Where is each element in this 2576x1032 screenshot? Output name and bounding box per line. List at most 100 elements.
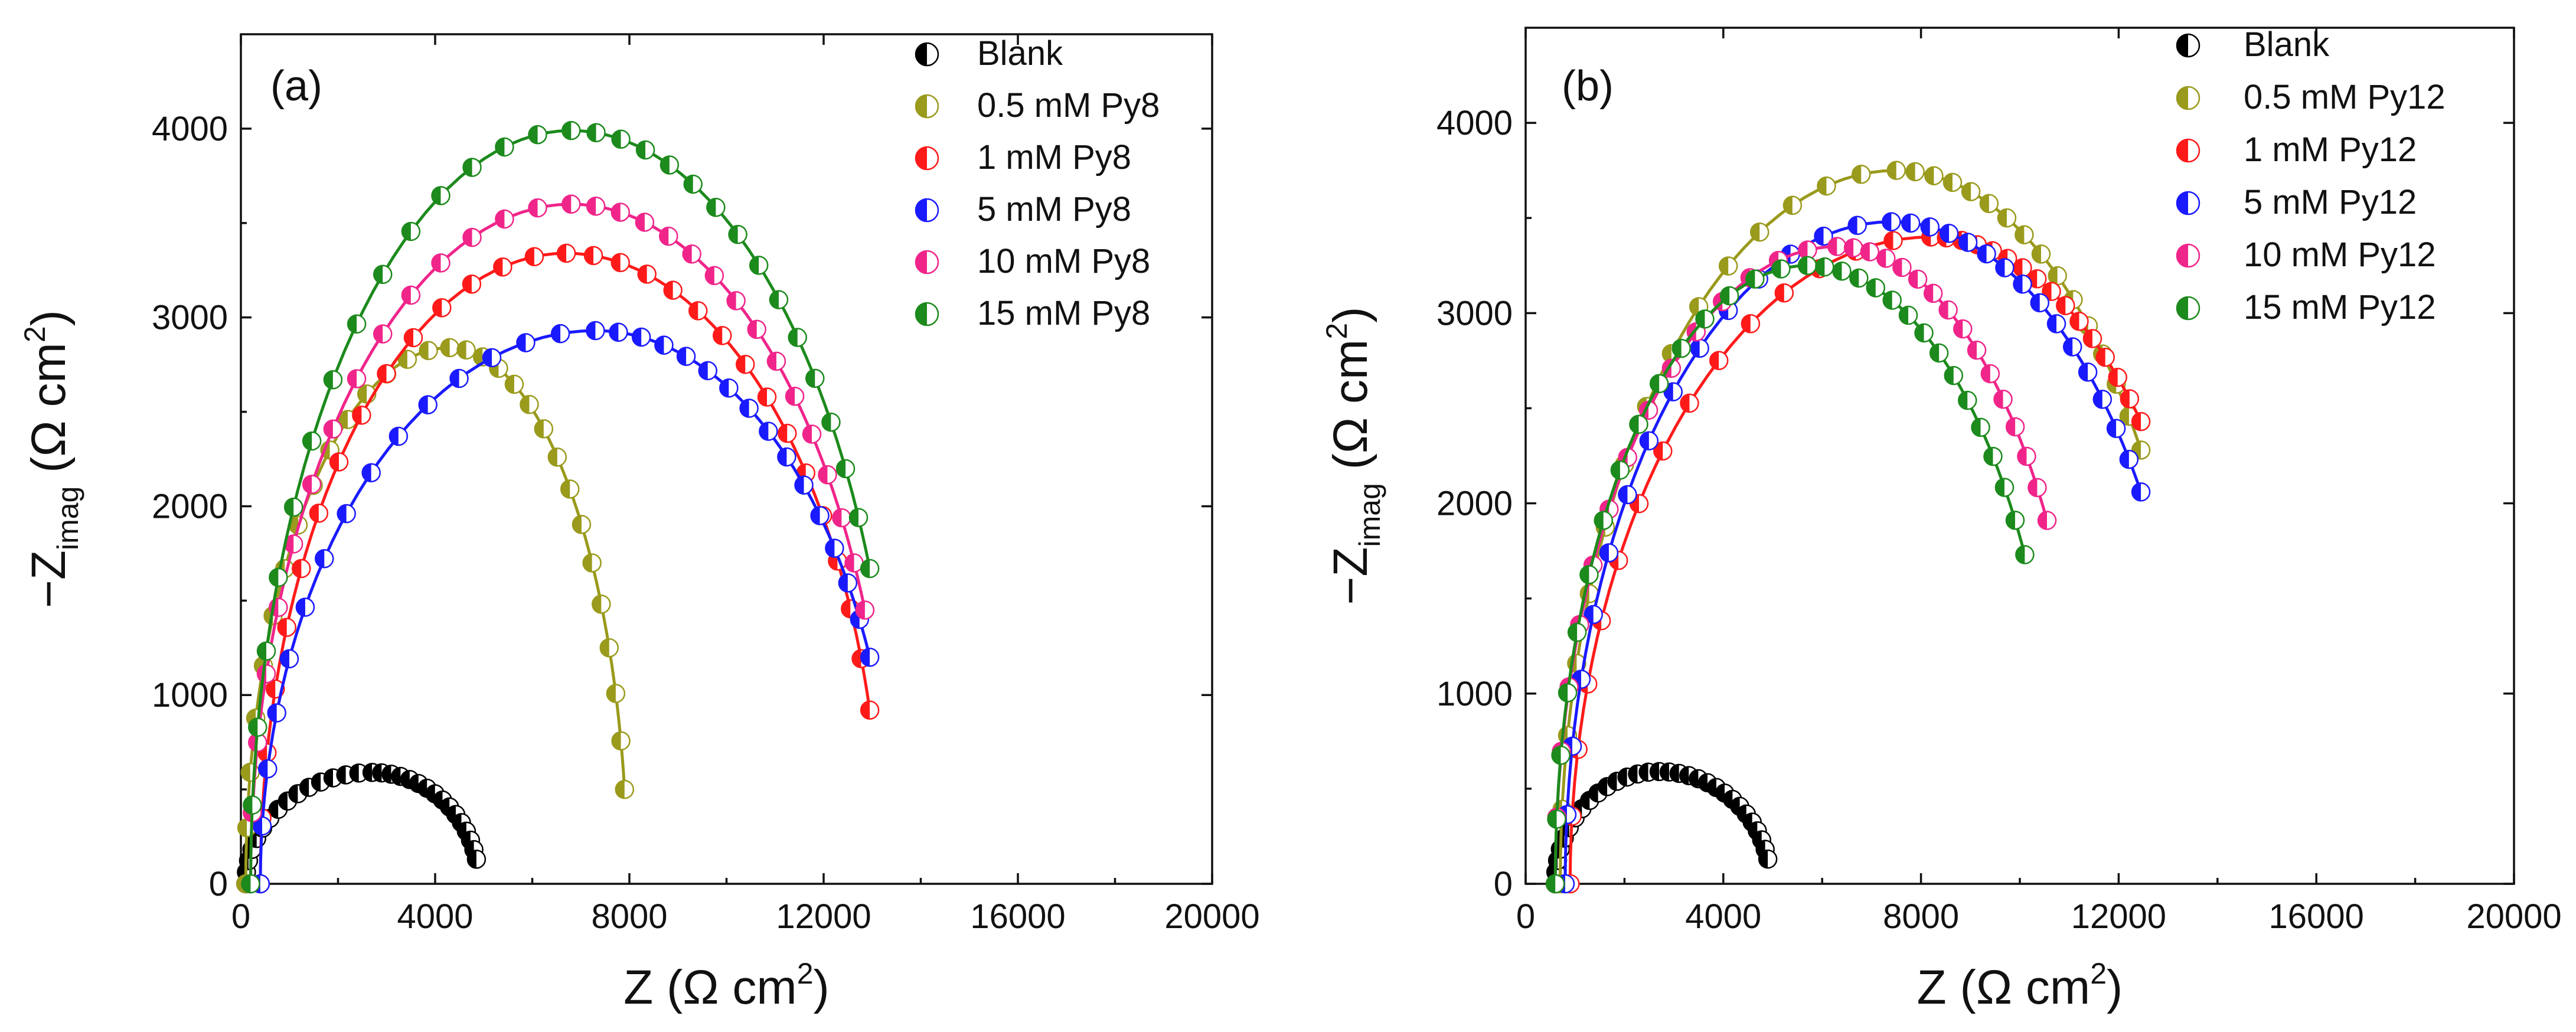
marker-half-fill [1902, 214, 1911, 232]
data-point [1901, 213, 1921, 233]
marker-half-fill [1882, 213, 1892, 231]
data-point [256, 641, 276, 661]
marker-half-fill [729, 226, 738, 244]
marker-half-fill [2177, 139, 2188, 162]
marker-half-fill [832, 509, 842, 527]
marker-half-fill [296, 598, 305, 616]
series-4 [241, 194, 875, 894]
panel-b: 0 4000 8000 12000 16000 20000 0 1000 2000 3000 400… [1320, 25, 2562, 1014]
marker-half-fill [2048, 315, 2057, 333]
data-point [592, 595, 611, 614]
marker-half-fill [467, 850, 476, 868]
data-point [1815, 257, 1834, 277]
marker-half-fill [419, 396, 428, 414]
data-point [528, 125, 547, 145]
data-point [528, 198, 547, 218]
marker-half-fill [916, 199, 927, 221]
data-point [2082, 329, 2102, 348]
marker-half-fill [845, 554, 854, 572]
marker-half-fill [289, 785, 298, 803]
marker-half-fill [1680, 766, 1689, 785]
marker-half-fill [1552, 746, 1561, 765]
data-point [1758, 849, 1778, 869]
marker-half-fill [837, 459, 846, 478]
x-axis-title: Z (Ω cm2) [623, 957, 830, 1014]
marker-half-fill [802, 425, 812, 443]
marker-half-fill [474, 348, 483, 366]
data-point [1843, 238, 1863, 258]
marker-half-fill [788, 328, 798, 347]
marker-half-fill [664, 281, 673, 299]
data-point [2013, 258, 2032, 277]
data-point [269, 567, 288, 587]
legend-marker [2176, 296, 2200, 321]
y-tick-label: 4000 [152, 110, 228, 148]
marker-half-fill [324, 769, 333, 787]
marker-half-fill [2006, 511, 2015, 530]
legend-label: 1 mM Py12 [2244, 130, 2417, 169]
marker-half-fill [1995, 478, 2004, 497]
marker-half-fill [767, 352, 776, 370]
data-point [1849, 268, 1869, 288]
data-point [1771, 259, 1791, 279]
marker-half-fill [1699, 773, 1708, 792]
data-point [818, 465, 837, 485]
data-point [778, 423, 797, 443]
marker-half-fill [338, 410, 348, 429]
y-tick-label: 1000 [1436, 675, 1513, 713]
marker-half-fill [1783, 196, 1793, 214]
marker-half-fill [483, 348, 492, 367]
data-point [279, 649, 299, 669]
marker-half-fill [707, 198, 716, 217]
marker-half-fill [2108, 368, 2118, 387]
marker-half-fill [1939, 301, 1948, 319]
marker-half-fill [1650, 374, 1660, 393]
marker-half-fill [259, 760, 268, 778]
marker-half-fill [1962, 182, 1971, 201]
legend-marker [2176, 138, 2200, 163]
marker-half-fill [638, 265, 647, 283]
data-point [1958, 233, 1978, 252]
marker-half-fill [1581, 791, 1590, 809]
marker-half-fill [635, 213, 645, 231]
data-point [1882, 212, 1901, 231]
marker-half-fill [433, 299, 442, 317]
marker-half-fill [1751, 223, 1760, 241]
data-point [2056, 296, 2075, 315]
data-point [482, 348, 502, 368]
data-point [309, 503, 329, 523]
marker-half-fill [583, 554, 592, 572]
marker-half-fill [1883, 291, 1892, 309]
marker-half-fill [1925, 166, 1934, 185]
data-point [1690, 338, 1709, 358]
marker-half-fill [2177, 244, 2188, 267]
marker-half-fill [457, 341, 466, 359]
data-point [1883, 231, 1903, 250]
data-point [586, 123, 606, 143]
x-tick-label: 8000 [1883, 897, 1959, 936]
data-point [547, 448, 567, 467]
series-3 [250, 321, 880, 894]
marker-half-fill [1670, 764, 1679, 782]
data-point [1709, 351, 1729, 370]
data-point [2106, 419, 2126, 438]
data-point [2095, 347, 2115, 367]
data-point [706, 197, 726, 217]
marker-half-fill [1848, 216, 1857, 234]
marker-half-fill [1640, 432, 1649, 450]
panel-label: (a) [270, 63, 322, 110]
marker-half-fill [337, 505, 347, 523]
marker-half-fill [374, 265, 383, 283]
marker-half-fill [562, 195, 572, 213]
data-point [1847, 215, 1867, 236]
marker-half-fill [587, 123, 596, 142]
legend-label: 1 mM Py8 [977, 138, 1131, 177]
data-point [747, 319, 766, 339]
marker-half-fill [612, 130, 621, 148]
data-point [1983, 446, 2003, 466]
marker-half-fill [1940, 224, 1950, 243]
marker-half-fill [1996, 259, 2005, 277]
marker-half-fill [562, 122, 572, 140]
data-point [663, 280, 683, 300]
data-point [610, 203, 631, 222]
